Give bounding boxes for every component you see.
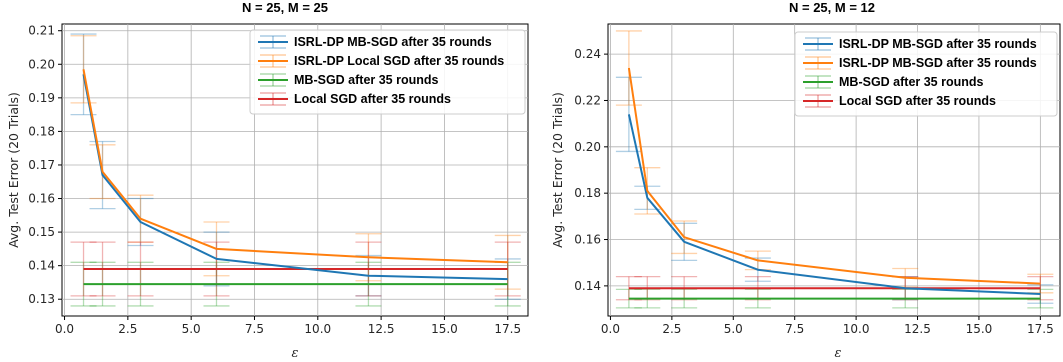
y-axis-label: Avg. Test Error (20 Trials) — [550, 92, 565, 248]
y-tick-label: 0.24 — [574, 47, 601, 61]
y-tick-label: 0.20 — [28, 57, 55, 71]
series-line — [627, 67, 1041, 285]
y-tick-label: 0.19 — [28, 91, 55, 105]
y-tick-label: 0.16 — [574, 233, 601, 247]
x-tick-label: 2.5 — [662, 322, 681, 336]
legend-box — [794, 31, 1058, 117]
x-tick-label: 10.0 — [843, 322, 870, 336]
legend-label: Local SGD after 35 rounds — [839, 94, 996, 108]
legend: ISRL-DP MB-SGD after 35 rounds ISRL-DP MB… — [794, 31, 1058, 117]
legend-box — [249, 29, 526, 115]
y-tick-label: 0.16 — [28, 192, 55, 206]
y-tick-label: 0.20 — [574, 140, 601, 154]
series-line — [82, 69, 508, 264]
x-tick-label: 5.0 — [724, 322, 743, 336]
axis-ticks: 0.0 2.5 5.0 7.5 10.0 12.5 15.0 17.5 0.14 0.16 0.18… — [574, 47, 1053, 336]
chart-title: N = 25, M = 25 — [242, 0, 328, 15]
y-tick-label: 0.14 — [28, 259, 55, 273]
legend-label: ISRL-DP MB-SGD after 35 rounds — [839, 56, 1037, 70]
x-tick-label: 17.5 — [1027, 322, 1054, 336]
y-tick-label: 0.18 — [574, 186, 601, 200]
y-axis-label: Avg. Test Error (20 Trials) — [6, 92, 21, 248]
x-axis-label: ε — [835, 346, 842, 361]
series-line — [627, 114, 1041, 295]
x-tick-label: 0.0 — [55, 322, 74, 336]
x-tick-label: 15.0 — [966, 322, 993, 336]
legend-label: Local SGD after 35 rounds — [294, 92, 451, 106]
x-tick-label: 12.5 — [904, 322, 931, 336]
y-tick-label: 0.18 — [28, 124, 55, 138]
legend-label: MB-SGD after 35 rounds — [839, 75, 984, 89]
x-axis-label: ε — [292, 346, 299, 361]
x-tick-label: 5.0 — [182, 322, 201, 336]
y-tick-label: 0.17 — [28, 158, 55, 172]
axis-ticks: 0.0 2.5 5.0 7.5 10.0 12.5 15.0 17.5 0.13 0.14 0.15… — [28, 24, 521, 336]
x-tick-label: 0.0 — [601, 322, 620, 336]
x-tick-label: 12.5 — [368, 322, 395, 336]
series-lines — [627, 67, 1041, 300]
x-tick-label: 10.0 — [304, 322, 331, 336]
chart-panel-right: N = 25, M = 12 0.0 2.5 5.0 7.5 10.0 12.5 15.0 1… — [550, 0, 1061, 361]
legend-label: ISRL-DP MB-SGD after 35 rounds — [839, 37, 1037, 51]
y-tick-label: 0.21 — [28, 24, 55, 38]
y-tick-label: 0.22 — [574, 93, 601, 107]
x-tick-label: 15.0 — [431, 322, 458, 336]
y-tick-label: 0.14 — [574, 279, 601, 293]
grid-lines — [62, 24, 528, 316]
chart-title: N = 25, M = 12 — [789, 0, 875, 15]
y-tick-label: 0.13 — [28, 292, 55, 306]
legend-label: MB-SGD after 35 rounds — [294, 73, 439, 87]
series-lines — [82, 69, 508, 286]
y-tick-label: 0.15 — [28, 225, 55, 239]
legend-label: ISRL-DP MB-SGD after 35 rounds — [294, 35, 492, 49]
x-tick-label: 17.5 — [494, 322, 521, 336]
x-tick-label: 7.5 — [785, 322, 804, 336]
x-tick-label: 7.5 — [245, 322, 264, 336]
legend: ISRL-DP MB-SGD after 35 rounds ISRL-DP Lo… — [249, 29, 526, 115]
chart-panel-left: N = 25, M = 25 0.0 2.5 5.0 7.5 10.0 12.5 15.0 1… — [6, 0, 529, 361]
legend-label: ISRL-DP Local SGD after 35 rounds — [294, 54, 504, 68]
x-tick-label: 2.5 — [118, 322, 137, 336]
